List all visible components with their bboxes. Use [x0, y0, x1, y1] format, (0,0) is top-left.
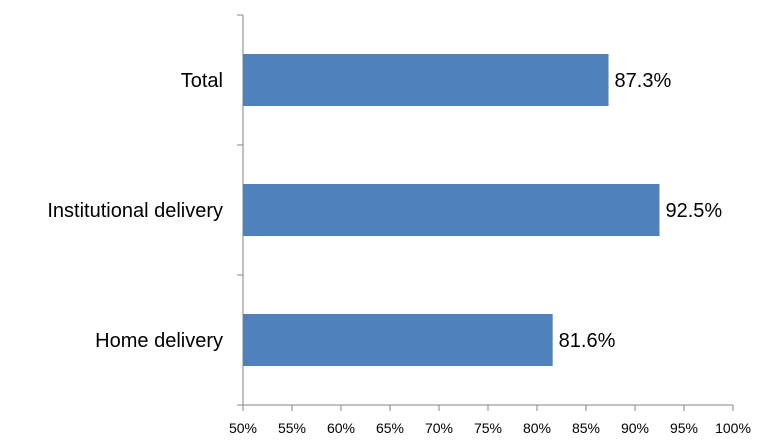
bar: [243, 314, 553, 366]
bars: [243, 54, 660, 366]
data-label: 92.5%: [666, 200, 723, 222]
x-tick-label: 55%: [278, 420, 306, 436]
x-tick-label: 60%: [327, 420, 355, 436]
data-label: 87.3%: [615, 70, 672, 92]
bar: [243, 54, 609, 106]
y-axis-ticks: [237, 14, 243, 406]
x-tick-label: 80%: [523, 420, 551, 436]
x-tick-label: 95%: [670, 420, 698, 436]
x-tick-labels: 50% 55% 60% 65% 70% 75% 80% 85% 90% 95% 100%: [229, 420, 751, 436]
bar: [243, 184, 660, 236]
data-labels: 87.3% 92.5% 81.6%: [559, 70, 723, 352]
x-tick-label: 50%: [229, 420, 257, 436]
x-tick-label: 100%: [715, 420, 751, 436]
category-label: Total: [181, 70, 223, 92]
x-tick-label: 70%: [425, 420, 453, 436]
x-tick-label: 65%: [376, 420, 404, 436]
category-labels: Total Institutional delivery Home delivery: [47, 70, 223, 352]
x-tick-label: 75%: [474, 420, 502, 436]
x-axis-ticks: [242, 405, 734, 411]
x-tick-label: 85%: [572, 420, 600, 436]
x-tick-label: 90%: [621, 420, 649, 436]
category-label: Home delivery: [95, 330, 223, 352]
category-label: Institutional delivery: [47, 200, 223, 222]
data-label: 81.6%: [559, 330, 616, 352]
